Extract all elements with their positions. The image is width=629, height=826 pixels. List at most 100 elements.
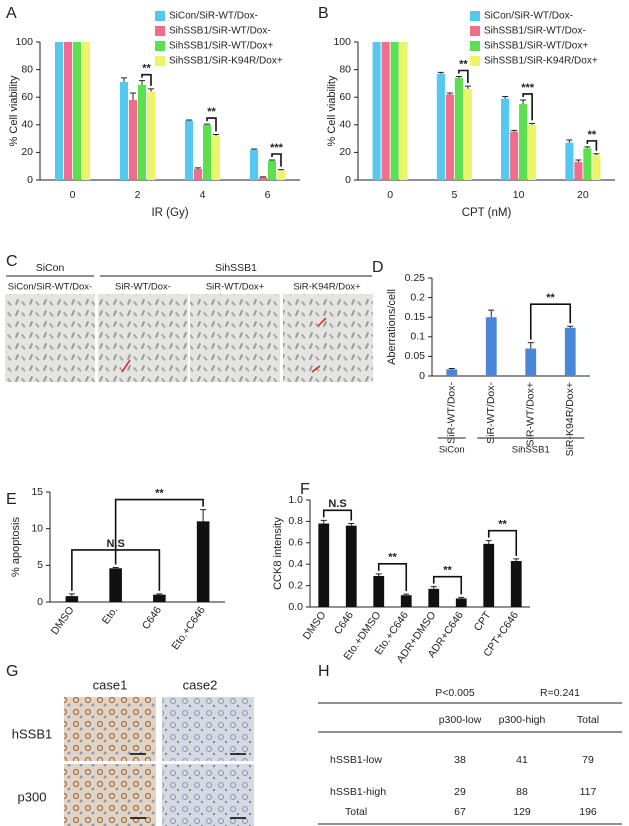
bar [153, 594, 166, 602]
significance-bracket [586, 140, 598, 151]
error-bar [195, 167, 201, 169]
bar [146, 91, 156, 180]
error-bar [593, 153, 600, 156]
arrow [311, 365, 321, 373]
bar [109, 568, 122, 602]
significance-label: *** [521, 82, 535, 94]
y-tick-label: 0.05 [405, 350, 426, 362]
panel-letter: E [6, 491, 17, 508]
y-tick-label: 0.25 [405, 272, 426, 284]
bar [373, 575, 385, 607]
error-bar [448, 368, 455, 370]
bar [390, 42, 399, 180]
error-bar [156, 593, 163, 595]
x-tick-label: 0 [387, 189, 393, 201]
bar [381, 42, 390, 180]
significance-bracket [529, 303, 572, 340]
y-tick-label: 1.0 [288, 494, 303, 506]
y-tick-label: 40 [339, 119, 351, 131]
legend-label: SihSSB1/SiR-K94R/Dox+ [484, 56, 598, 67]
significance-bracket [114, 498, 204, 565]
legend-swatch [155, 11, 165, 21]
bar [372, 42, 381, 180]
arrow [121, 359, 131, 373]
row-label: hSSB1-low [330, 754, 382, 766]
legend-label: SihSSB1/SiR-WT/Dox+ [484, 41, 588, 52]
bar [583, 148, 592, 180]
error-bar [121, 77, 127, 83]
legend-label: SihSSB1/SiR-WT/Dox- [169, 26, 271, 37]
error-bar [446, 92, 453, 95]
bar [399, 42, 408, 180]
column-label: case1 [93, 677, 128, 692]
y-tick-label: 10 [31, 522, 43, 534]
ihc-image [162, 697, 254, 761]
y-tick-label: 0.6 [288, 537, 303, 549]
bar [592, 155, 601, 180]
y-tick-label: 0.2 [288, 579, 303, 591]
bar [436, 73, 445, 180]
y-tick-label: 80 [21, 63, 33, 75]
image-label: SiR-WT/Dox- [115, 282, 171, 293]
y-tick-label: 60 [339, 91, 351, 103]
bar [454, 77, 463, 180]
bar [463, 88, 472, 180]
cell: 67 [454, 806, 466, 818]
significance-label: ** [546, 292, 555, 304]
row-label: p300 [18, 789, 47, 804]
bar [258, 177, 268, 180]
y-tick-label: 15 [31, 486, 43, 498]
y-tick-label: 20 [339, 146, 351, 158]
legend-label: SihSSB1/SiR-K94R/Dox+ [169, 56, 283, 67]
group-label: SihSSB1 [215, 262, 257, 274]
error-bar [584, 146, 591, 149]
significance-label: ** [443, 565, 452, 577]
bar [249, 149, 259, 180]
bar [128, 99, 138, 180]
ihc-image [162, 764, 254, 826]
metaphase-image [5, 294, 95, 382]
bar [196, 521, 210, 602]
x-tick-label: SiR-WT/Dox- [446, 381, 458, 443]
error-bar [455, 76, 462, 78]
cell: 41 [516, 754, 528, 766]
x-tick-label: CPT [472, 609, 494, 634]
error-bar [348, 523, 355, 526]
column-header: Total [577, 714, 599, 726]
y-tick-label: 0.0 [288, 601, 303, 613]
error-bar [511, 129, 518, 132]
x-tick-label: C646 [332, 609, 356, 637]
y-tick-label: 0 [37, 596, 43, 608]
panel-letter: F [300, 481, 310, 498]
significance-bracket [487, 529, 518, 556]
legend-swatch [155, 41, 165, 51]
significance-label: ** [498, 519, 507, 531]
error-bar [130, 92, 136, 100]
image-label: SiR-K94R/Dox+ [293, 282, 361, 293]
bar [193, 168, 203, 180]
bar [345, 525, 357, 607]
bar [267, 160, 277, 180]
bar [564, 327, 576, 376]
row-label: hSSB1-high [330, 786, 386, 798]
row-label: Total [345, 806, 367, 818]
bar [565, 142, 574, 180]
bar [119, 82, 129, 180]
legend-swatch [470, 41, 480, 51]
error-bar [320, 519, 327, 524]
column-label: case2 [183, 677, 218, 692]
x-tick-label: 10 [513, 189, 525, 201]
image-label: SiCon/SiR-WT/Dox- [8, 282, 92, 293]
cell: 129 [513, 806, 531, 818]
cell: 29 [454, 786, 466, 798]
error-bar [148, 88, 154, 92]
y-axis-label: % Cell viability [326, 75, 338, 146]
error-bar [488, 309, 495, 318]
significance-label: ** [155, 488, 164, 500]
x-axis-label: IR (Gy) [151, 207, 188, 219]
bar [445, 94, 454, 180]
panel-letter: B [318, 5, 329, 22]
y-axis-label: % Cell viability [8, 75, 20, 146]
cell: 196 [579, 806, 597, 818]
x-tick-label: SiR-WT/Dox- [485, 381, 497, 443]
